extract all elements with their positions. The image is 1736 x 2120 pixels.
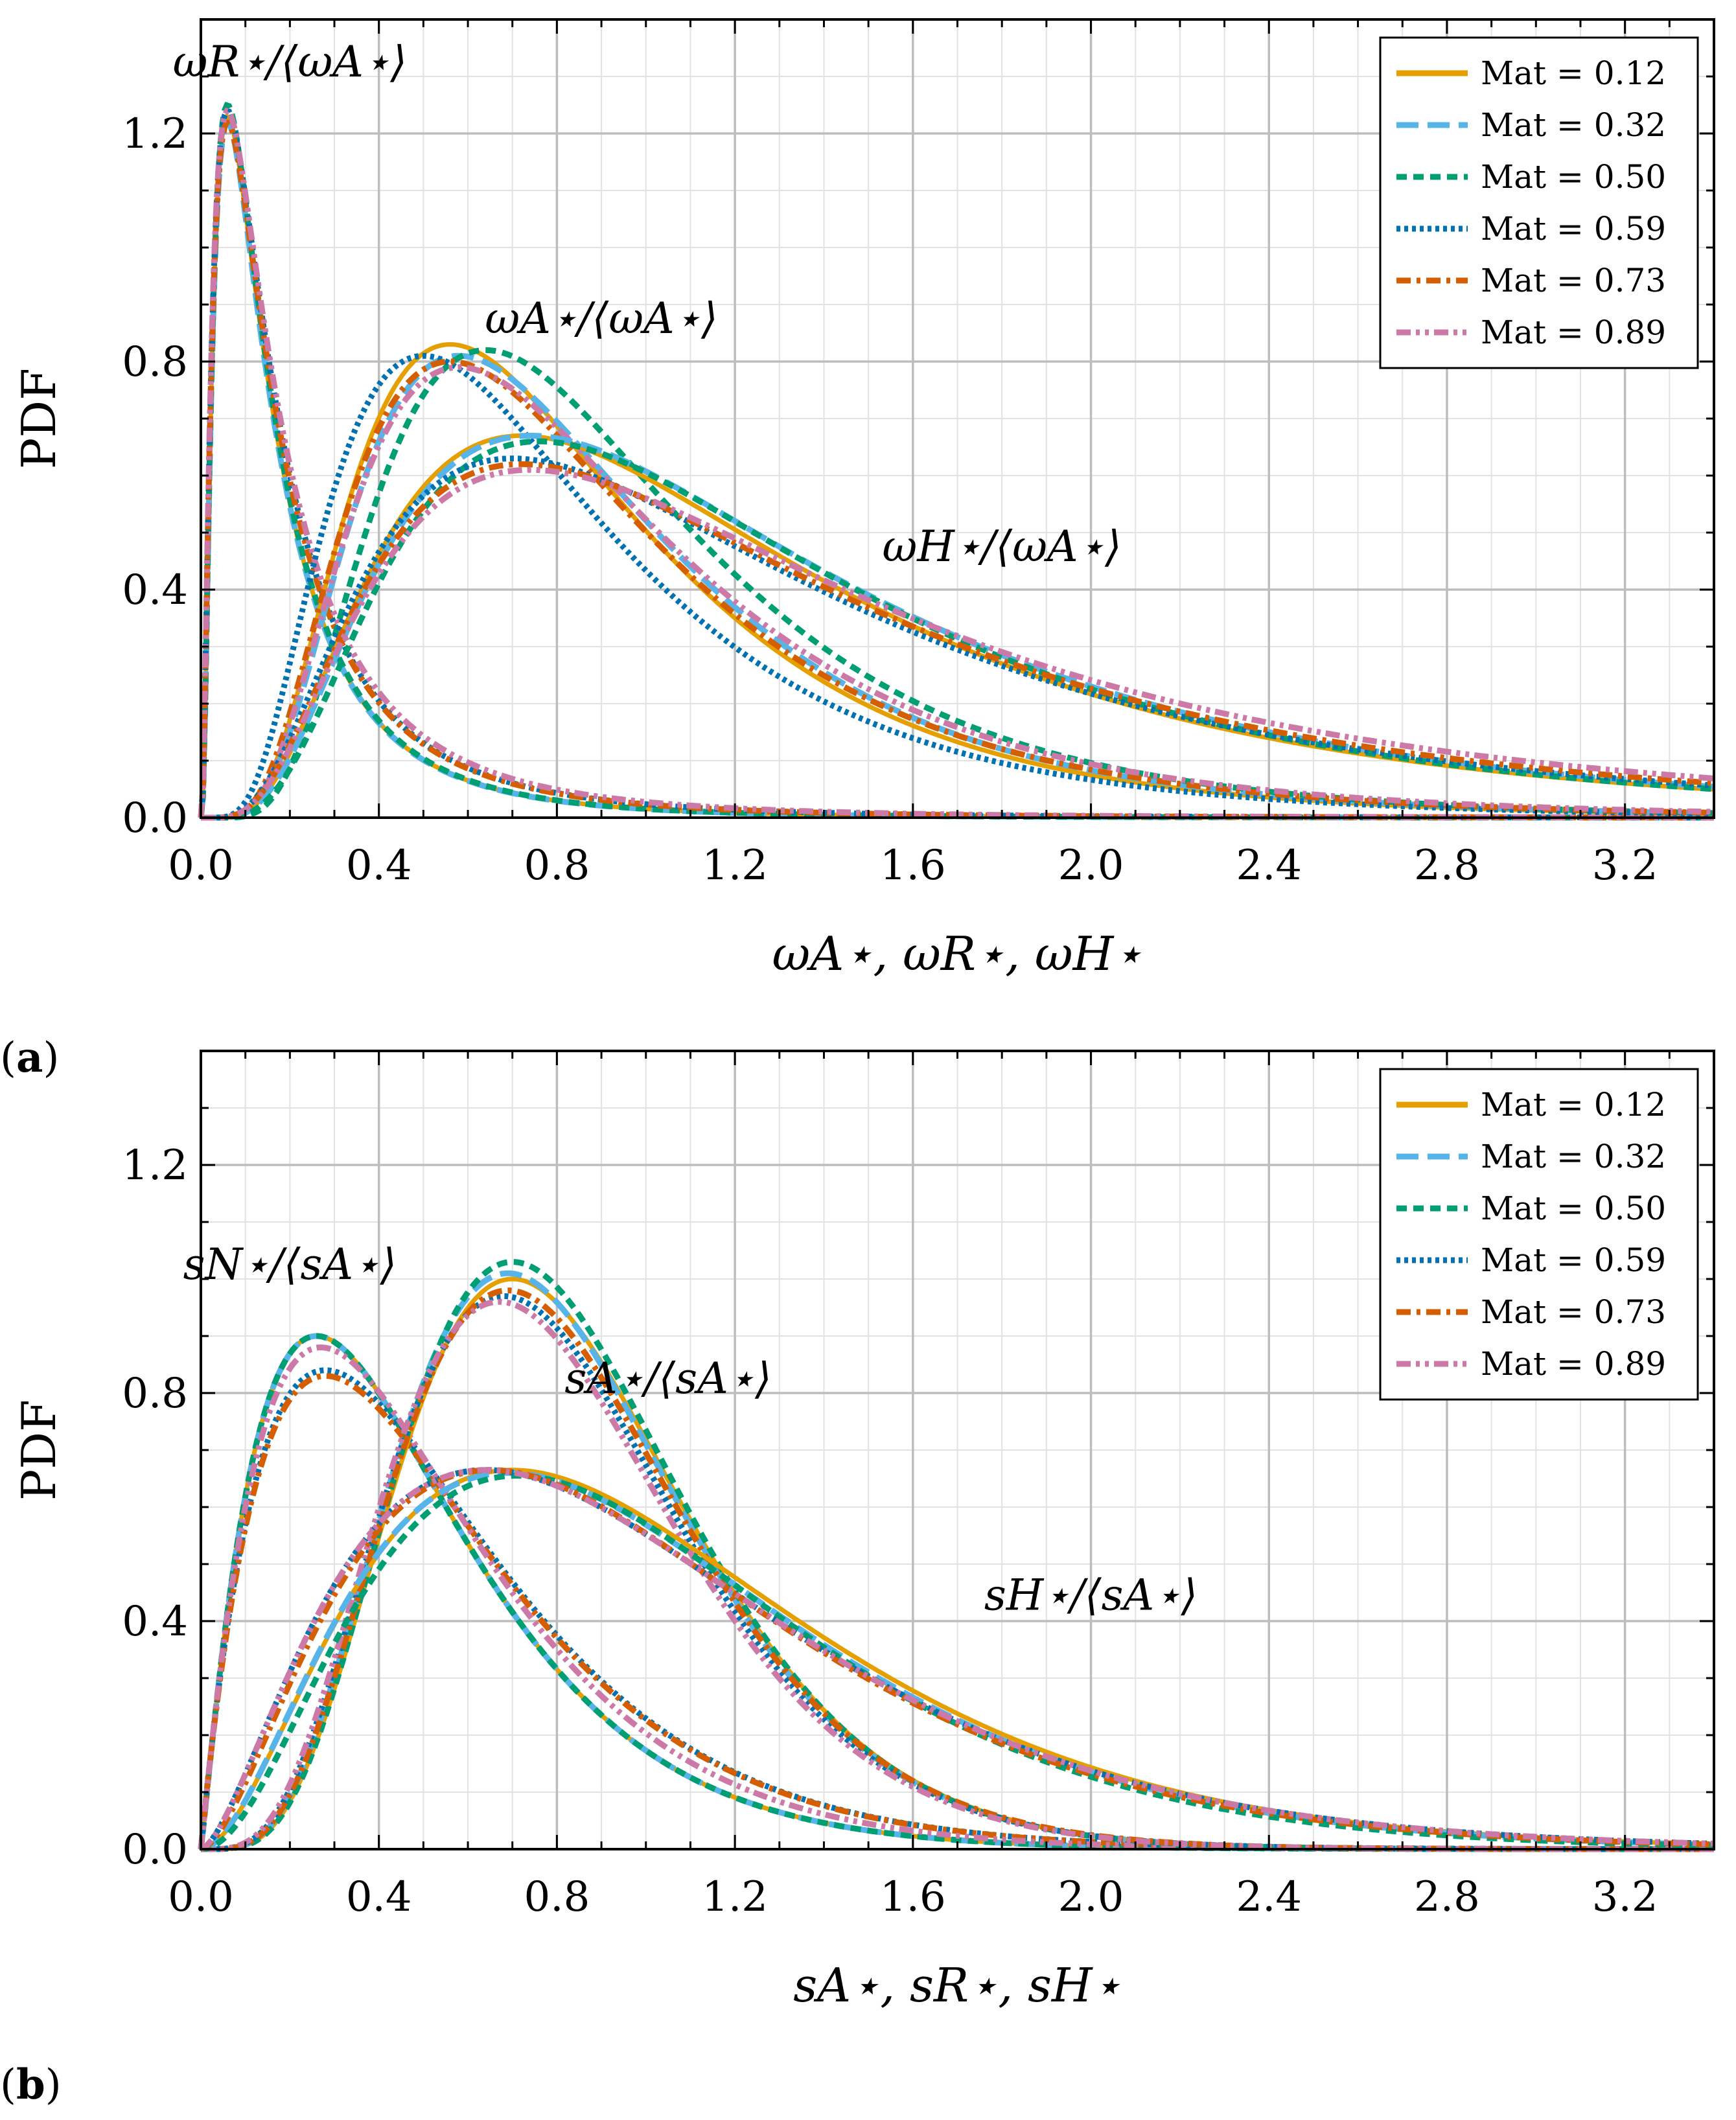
legend-label-1: Mat = 0.32 — [1481, 106, 1666, 144]
curve-AA-series-3 — [201, 352, 1714, 821]
x-axis-title: sA⋆, sR⋆, sH⋆ — [793, 1958, 1122, 2012]
y-tick-label: 0.8 — [122, 1370, 188, 1418]
y-axis-title: PDF — [12, 1400, 66, 1501]
legend-label-3: Mat = 0.59 — [1481, 1241, 1666, 1279]
legend: Mat = 0.12 Mat = 0.32 Mat = 0.50 Mat = 0.59… — [1379, 1068, 1699, 1401]
curve-annotation: sH⋆/⟨sA⋆⟩ — [984, 1570, 1198, 1620]
x-axis-title: ωA⋆, ωR⋆, ωH⋆ — [772, 927, 1143, 981]
legend: Mat = 0.12 Mat = 0.32 Mat = 0.50 Mat = 0.59… — [1379, 36, 1699, 369]
x-tick-label: 2.8 — [1414, 842, 1480, 890]
curve-annotation: sA⋆/⟨sA⋆⟩ — [564, 1354, 771, 1403]
legend-label-3: Mat = 0.59 — [1481, 210, 1666, 248]
curve-HA-series-5 — [201, 467, 1715, 821]
x-tick-label: 0.8 — [524, 1873, 590, 1921]
x-tick-label: 0.4 — [346, 1873, 412, 1921]
y-tick-label: 0.0 — [122, 794, 188, 842]
x-tick-label: 1.6 — [880, 1873, 946, 1921]
panel-label-b: (b) — [0, 2060, 62, 2109]
x-tick-label: 2.8 — [1414, 1873, 1480, 1921]
curve-sNsA-series-5 — [198, 1344, 1714, 1852]
y-tick-label: 0.8 — [122, 338, 188, 386]
curve-annotation: ωH⋆/⟨ωA⋆⟩ — [883, 522, 1122, 571]
x-tick-label: 2.0 — [1058, 1873, 1124, 1921]
panel-label-a: (a) — [0, 1033, 60, 1082]
legend-label-2: Mat = 0.50 — [1481, 1190, 1666, 1227]
y-tick-label: 0.0 — [122, 1826, 188, 1874]
legend-label-5: Mat = 0.89 — [1481, 1345, 1666, 1383]
tick-marks — [200, 18, 1715, 819]
curve-annotation: ωR⋆/⟨ωA⋆⟩ — [173, 37, 407, 87]
chart-panel-a: 0.0 0.4 0.8 1.2 1.6 2.0 2.4 2.8 3.2 0.0 0.4 0.8 1.2 P… — [12, 18, 1715, 981]
x-tick-label: 1.6 — [880, 842, 946, 890]
y-tick-label: 0.4 — [122, 566, 188, 614]
y-tick-label: 1.2 — [122, 1142, 188, 1190]
legend-label-0: Mat = 0.12 — [1481, 1086, 1666, 1123]
tick-marks — [200, 1050, 1715, 1850]
x-tick-label: 2.4 — [1236, 842, 1302, 890]
legend-label-1: Mat = 0.32 — [1481, 1138, 1666, 1175]
legend-box — [1379, 1068, 1699, 1401]
legend-label-2: Mat = 0.50 — [1481, 158, 1666, 196]
curve-annotation: sN⋆/⟨sA⋆⟩ — [183, 1239, 397, 1289]
legend-label-4: Mat = 0.73 — [1481, 1293, 1666, 1331]
curve-annotation: ωA⋆/⟨ωA⋆⟩ — [485, 294, 717, 343]
x-tick-label: 0.0 — [168, 1873, 234, 1921]
chart-panel-b: 0.0 0.4 0.8 1.2 1.6 2.0 2.4 2.8 3.2 0.0 0.4 0.8 1.2 P… — [12, 1050, 1715, 2012]
y-axis-title: PDF — [12, 368, 66, 469]
x-tick-label: 3.2 — [1592, 842, 1658, 890]
y-tick-label: 0.4 — [122, 1598, 188, 1646]
x-tick-label: 0.0 — [168, 842, 234, 890]
legend-label-4: Mat = 0.73 — [1481, 262, 1666, 299]
curve-sAsA-series-5 — [201, 1298, 1714, 1852]
x-tick-label: 3.2 — [1592, 1873, 1658, 1921]
legend-label-0: Mat = 0.12 — [1481, 54, 1666, 92]
x-tick-label: 0.8 — [524, 842, 590, 890]
legend-box — [1379, 36, 1699, 369]
x-tick-label: 0.4 — [346, 842, 412, 890]
curve-sHsA-series-5 — [200, 1467, 1715, 1852]
x-tick-label: 2.4 — [1236, 1873, 1302, 1921]
curve-HA-series-4 — [201, 461, 1715, 821]
curve-HA-series-3 — [201, 455, 1715, 821]
x-tick-label: 1.2 — [702, 1873, 768, 1921]
x-tick-label: 2.0 — [1058, 842, 1124, 890]
x-tick-label: 1.2 — [702, 842, 768, 890]
y-tick-label: 1.2 — [122, 110, 188, 158]
minor-grid — [200, 1050, 1715, 1850]
legend-label-5: Mat = 0.89 — [1481, 314, 1666, 351]
curve-AA-series-5 — [201, 364, 1715, 821]
curve-AA-series-2 — [201, 347, 1714, 821]
